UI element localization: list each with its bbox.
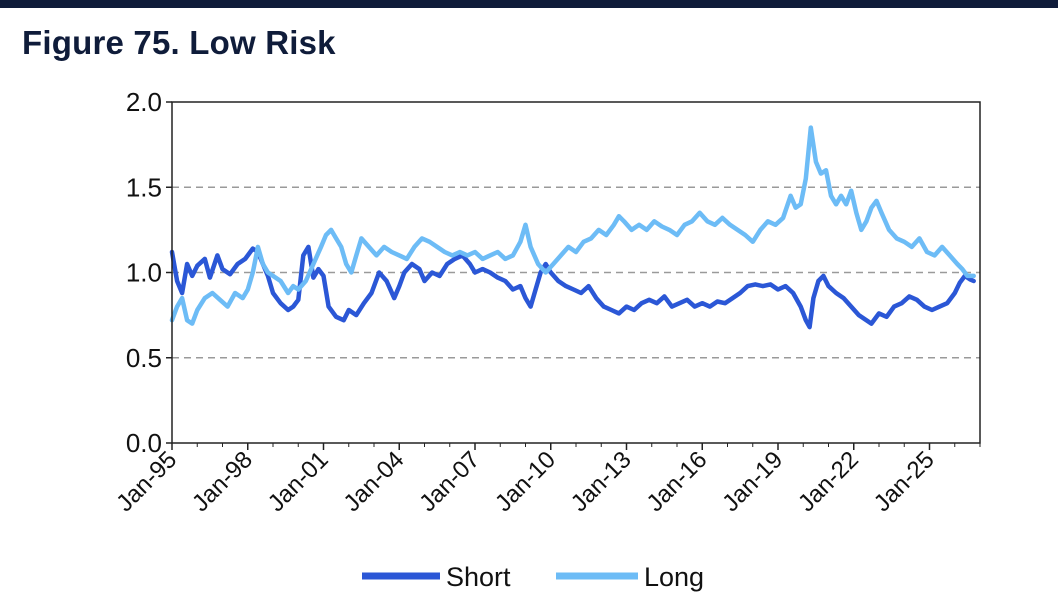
- x-axis-ticks: Jan-95 Jan-98 Jan-01 Jan-04 Jan-07 Jan-10 Jan-…: [111, 443, 981, 517]
- legend: Short Long: [362, 562, 704, 592]
- series-line-long: [169, 125, 976, 326]
- x-tick-label: Jan-07: [414, 446, 485, 517]
- y-tick-label: 0.0: [126, 428, 162, 458]
- y-axis-ticks: 0.0 0.5 1.0 1.5 2.0: [126, 87, 172, 458]
- x-tick-label: Jan-10: [490, 446, 561, 517]
- grid-lines: [172, 186, 980, 359]
- legend-label-short: Short: [446, 562, 511, 592]
- y-tick-label: 1.0: [126, 258, 162, 288]
- x-tick-label: Jan-16: [642, 446, 713, 517]
- x-tick-label: Jan-13: [566, 446, 637, 517]
- legend-label-long: Long: [644, 562, 704, 592]
- x-tick-label: Jan-22: [793, 446, 864, 517]
- y-tick-label: 0.5: [126, 343, 162, 373]
- x-tick-label: Jan-25: [869, 446, 940, 517]
- y-tick-label: 1.5: [126, 172, 162, 202]
- x-tick-label: Jan-98: [187, 446, 258, 517]
- series-lines: [169, 125, 976, 330]
- x-tick-label: Jan-04: [339, 446, 410, 517]
- x-tick-label: Jan-19: [717, 446, 788, 517]
- chart-title: Figure 75. Low Risk: [22, 24, 336, 61]
- plot-frame: [171, 101, 981, 444]
- top-accent-bar: [0, 0, 1058, 8]
- x-tick-label: Jan-01: [263, 446, 334, 517]
- y-tick-label: 2.0: [126, 87, 162, 117]
